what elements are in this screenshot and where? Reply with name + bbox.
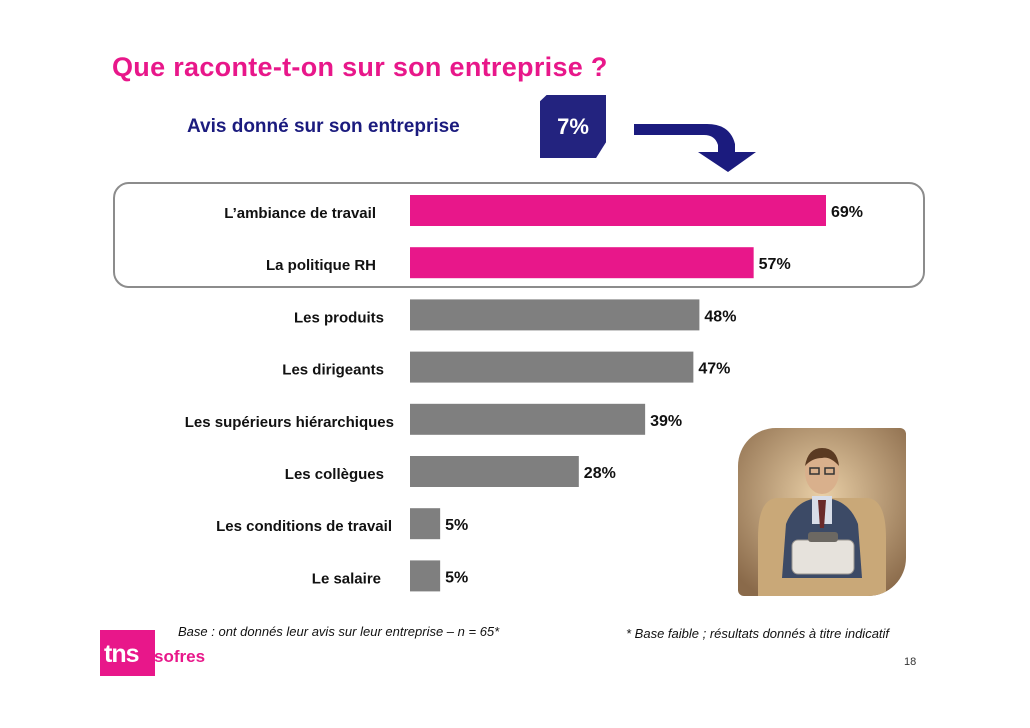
bar-4 [410, 403, 646, 435]
tns-sofres-logo: tns sofres [100, 630, 205, 678]
low-base-note: * Base faible ; résultats donnés à titre… [626, 626, 890, 641]
category-label-7: Le salaire [312, 570, 381, 587]
logo-sofres-text: sofres [154, 647, 206, 666]
bar-2 [410, 299, 700, 331]
businessman-photo [738, 428, 906, 596]
bar-5 [410, 456, 579, 487]
percentage-badge: 7% [540, 95, 606, 158]
chart-subtitle: Avis donné sur son entreprise [187, 116, 460, 137]
value-label-7: 5% [445, 569, 468, 586]
bar-7 [410, 560, 441, 592]
value-label-6: 5% [445, 517, 468, 534]
category-label-5: Les collègues [285, 466, 384, 483]
value-label-3: 47% [698, 361, 730, 378]
logo-tile [100, 630, 155, 676]
value-label-5: 28% [584, 465, 616, 482]
page-number: 18 [904, 656, 917, 668]
curved-arrow-icon [634, 124, 756, 172]
category-label-6: Les conditions de travail [216, 518, 392, 535]
value-label-2: 48% [704, 308, 736, 325]
slide-title: Que raconte-t-on sur son entreprise ? [112, 52, 608, 82]
logo-tns-text: tns [104, 640, 139, 668]
highlight-frame [113, 182, 925, 288]
value-label-4: 39% [650, 413, 682, 430]
base-note: Base : ont donnés leur avis sur leur ent… [178, 624, 500, 639]
category-label-4: Les supérieurs hiérarchiques [185, 414, 394, 431]
category-label-2: Les produits [294, 309, 384, 326]
bar-3 [410, 351, 694, 383]
bar-6 [410, 508, 441, 540]
logo-dot [147, 630, 152, 635]
category-label-3: Les dirigeants [282, 362, 384, 379]
